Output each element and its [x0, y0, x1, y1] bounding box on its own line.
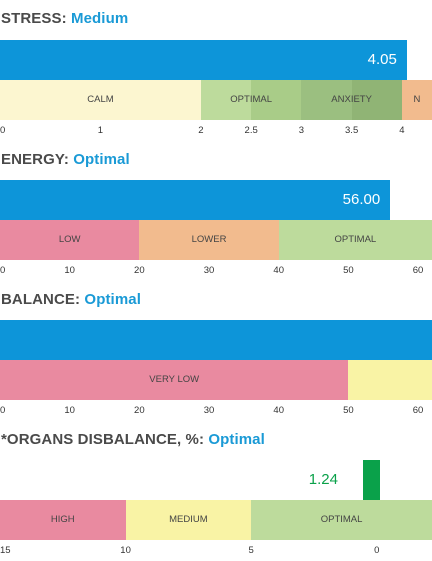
- balance-status: Optimal: [84, 291, 141, 308]
- stress-band-shade: [251, 80, 302, 120]
- organs-band-high: HIGH: [0, 500, 126, 540]
- organs-scale-bands: HIGH MEDIUM OPTIMAL: [0, 500, 432, 540]
- energy-title: ENERGY: Optimal: [1, 151, 130, 168]
- organs-band-optimal: OPTIMAL: [251, 500, 432, 540]
- energy-band-optimal: OPTIMAL: [278, 220, 432, 260]
- stress-band-shade: [301, 80, 352, 120]
- energy-value-bar: 56.00: [0, 180, 391, 220]
- organs-value: 1.24: [308, 471, 338, 488]
- balance-tick: 10: [64, 405, 75, 416]
- balance-tick: 30: [203, 405, 215, 416]
- balance-tick: 0: [0, 405, 6, 416]
- organs-title: *ORGANS DISBALANCE, %: Optimal: [1, 431, 265, 448]
- stress-tick: 0: [0, 125, 6, 136]
- stress-status: Medium: [71, 10, 129, 27]
- energy-value: 56.00: [342, 191, 381, 208]
- balance-scale-bands: VERY LOW: [0, 360, 432, 400]
- organs-value-marker: [362, 460, 380, 500]
- balance-title: BALANCE: Optimal: [1, 291, 141, 308]
- energy-label: ENERGY:: [1, 151, 69, 168]
- energy-tick: 10: [64, 265, 75, 276]
- balance-band-very-low: VERY LOW: [0, 360, 349, 400]
- stress-title: STRESS: Medium: [1, 10, 128, 27]
- organs-tick: 15: [0, 545, 11, 556]
- balance-tick: 40: [273, 405, 284, 416]
- organs-tick: 10: [120, 545, 131, 556]
- energy-tick: 50: [343, 265, 354, 276]
- energy-tick: 30: [203, 265, 215, 276]
- organs-status: Optimal: [208, 431, 265, 448]
- stress-tick: 3.5: [345, 125, 359, 136]
- stress-tick: 4: [399, 125, 405, 136]
- organs-band-medium: MEDIUM: [125, 500, 252, 540]
- balance-value-bar: [0, 320, 432, 360]
- energy-scale-bands: LOW LOWER OPTIMAL: [0, 220, 432, 260]
- organs-label: *ORGANS DISBALANCE, %:: [1, 431, 205, 448]
- stress-band-shade: [351, 80, 402, 120]
- energy-status: Optimal: [73, 151, 130, 168]
- stress-band-anxiety: ANXIETY: [331, 94, 372, 105]
- energy-scale-ticks: 0 10 20 30 40 50 60: [0, 265, 432, 279]
- energy-tick: 40: [273, 265, 284, 276]
- stress-tick: 1: [97, 125, 104, 136]
- organs-tick: 0: [374, 545, 380, 556]
- balance-tick: 60: [412, 405, 424, 416]
- balance-tick: 50: [343, 405, 354, 416]
- stress-scale-bands: CALM OPTIMAL ANXIETY N: [0, 80, 432, 120]
- stress-band-shade: [200, 80, 252, 120]
- balance-tick: 20: [134, 405, 145, 416]
- balance-label: BALANCE:: [1, 291, 81, 308]
- stress-tick: 2: [198, 125, 204, 136]
- energy-tick: 20: [134, 265, 145, 276]
- stress-tick: 2.5: [244, 125, 258, 136]
- stress-scale-ticks: 0 1 2 2.5 3 3.5 4: [0, 125, 432, 139]
- stress-band-n: N: [401, 80, 432, 120]
- energy-band-low: LOW: [0, 220, 140, 260]
- stress-label: STRESS:: [1, 10, 67, 27]
- organs-tick: 5: [248, 545, 254, 556]
- organs-scale-ticks: 15 10 5 0: [0, 545, 432, 559]
- stress-tick: 3: [298, 125, 305, 136]
- energy-tick: 0: [0, 265, 6, 276]
- energy-band-lower: LOWER: [139, 220, 279, 260]
- stress-value-bar: 4.05: [0, 40, 407, 80]
- stress-value: 4.05: [367, 51, 397, 68]
- energy-tick: 60: [412, 265, 424, 276]
- stress-band-optimal: OPTIMAL: [230, 94, 272, 105]
- stress-band-calm: CALM: [0, 80, 201, 120]
- balance-scale-ticks: 0 10 20 30 40 50 60: [0, 405, 432, 419]
- balance-band-unlabeled: [348, 360, 432, 400]
